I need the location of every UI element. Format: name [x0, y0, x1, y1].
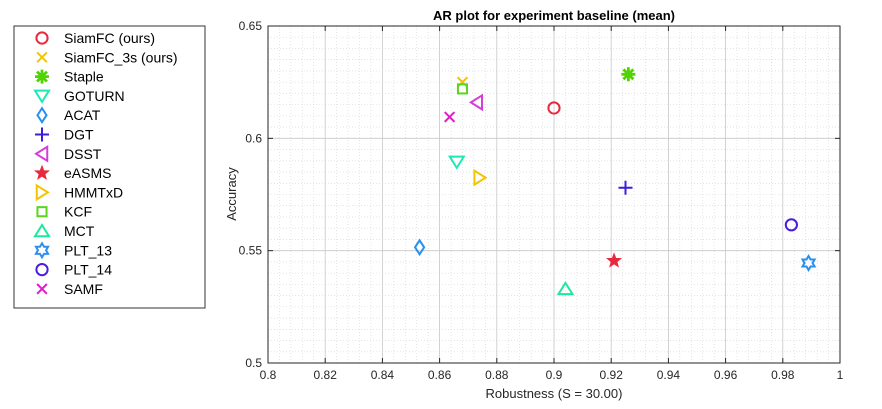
legend-marker-plt-13	[34, 241, 50, 260]
legend-marker-samf	[36, 283, 48, 295]
legend: SiamFC (ours) SiamFC_3s (ours) Staple GOTUR…	[13, 25, 206, 309]
data-point-hmmtxd	[473, 168, 488, 187]
x-tick-label: 0.82	[314, 368, 338, 382]
data-point-siamfc-ours	[547, 101, 561, 115]
tick-labels: 0.8 0.82 0.84 0.86 0.88 0.9 0.92 0.94 0.96 0.98 1 0…	[239, 19, 844, 382]
legend-label-hmmtxd: HMMTxD	[64, 184, 123, 200]
y-tick-label: 0.6	[245, 131, 262, 145]
x-tick-label: 0.88	[485, 368, 509, 382]
x-tick-label: 0.96	[714, 368, 738, 382]
legend-label-dsst: DSST	[64, 146, 102, 162]
legend-label-dgt: DGT	[64, 127, 94, 143]
x-tick-label: 0.94	[657, 368, 681, 382]
data-point-goturn	[447, 155, 466, 170]
legend-marker-plt-14	[35, 263, 49, 277]
data-point-plt-14	[784, 218, 798, 232]
legend-label-acat: ACAT	[64, 107, 101, 123]
x-tick-label: 0.9	[546, 368, 563, 382]
data-point-mct	[556, 281, 575, 296]
data-point-staple	[621, 67, 636, 82]
data-points	[413, 67, 817, 296]
legend-marker-dgt	[35, 127, 49, 142]
x-tick-label: 0.92	[600, 368, 624, 382]
data-point-dgt	[618, 180, 633, 195]
x-tick-label: 0.84	[371, 368, 395, 382]
data-point-samf	[444, 111, 456, 123]
legend-label-plt-14: PLT_14	[64, 262, 112, 278]
legend-marker-siamfc-3s-ours	[36, 51, 48, 63]
legend-marker-hmmtxd	[35, 183, 50, 202]
y-tick-label: 0.5	[245, 356, 262, 370]
y-tick-label: 0.65	[239, 19, 263, 33]
legend-marker-staple	[35, 69, 49, 84]
legend-label-mct: MCT	[64, 223, 95, 239]
legend-label-siamfc-ours: SiamFC (ours)	[64, 30, 155, 46]
legend-label-samf: SAMF	[64, 281, 103, 297]
legend-label-staple: Staple	[64, 69, 104, 85]
x-axis-label: Robustness (S = 30.00)	[486, 386, 623, 401]
data-point-kcf	[456, 83, 469, 95]
legend-marker-easms	[33, 164, 51, 180]
legend-marker-dsst	[34, 144, 49, 163]
axis-ticks	[267, 25, 841, 364]
legend-marker-siamfc-ours	[35, 31, 49, 45]
legend-marker-kcf	[36, 206, 48, 218]
data-point-dsst	[468, 93, 484, 112]
x-tick-label: 0.98	[771, 368, 795, 382]
major-grid	[268, 26, 840, 363]
data-point-siamfc-3s-ours	[456, 76, 469, 88]
data-point-plt-13	[800, 254, 817, 273]
data-point-acat	[413, 238, 426, 257]
legend-marker-goturn	[33, 89, 51, 104]
legend-marker-mct	[33, 223, 51, 238]
chart-title: AR plot for experiment baseline (mean)	[433, 8, 675, 23]
x-tick-label: 1	[837, 368, 844, 382]
data-point-easms	[606, 252, 623, 268]
legend-label-kcf: KCF	[64, 204, 92, 220]
legend-label-easms: eASMS	[64, 165, 111, 181]
legend-label-goturn: GOTURN	[64, 88, 125, 104]
y-axis-label: Accuracy	[224, 167, 239, 221]
legend-marker-acat	[36, 106, 48, 125]
x-tick-label: 0.86	[428, 368, 452, 382]
legend-label-siamfc-3s-ours: SiamFC_3s (ours)	[64, 49, 178, 65]
legend-label-plt-13: PLT_13	[64, 242, 112, 258]
x-tick-label: 0.8	[260, 368, 277, 382]
y-tick-label: 0.55	[239, 244, 263, 258]
